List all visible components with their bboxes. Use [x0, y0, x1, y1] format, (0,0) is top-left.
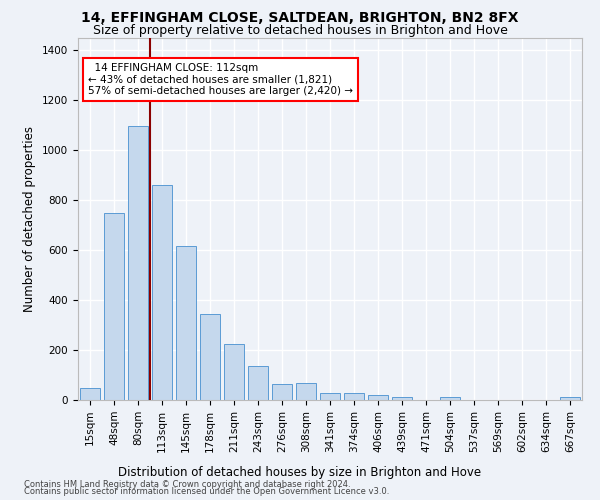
Bar: [152, 184, 172, 400]
Bar: [368, 394, 388, 400]
Text: Size of property relative to detached houses in Brighton and Hove: Size of property relative to detached ho…: [92, 24, 508, 37]
Bar: [296, 382, 316, 400]
Text: Contains HM Land Registry data © Crown copyright and database right 2024.: Contains HM Land Registry data © Crown c…: [24, 480, 350, 489]
Bar: [176, 246, 196, 400]
Text: Contains public sector information licensed under the Open Government Licence v3: Contains public sector information licen…: [24, 487, 389, 496]
Bar: [224, 344, 244, 400]
Text: 14 EFFINGHAM CLOSE: 112sqm
← 43% of detached houses are smaller (1,821)
57% of s: 14 EFFINGHAM CLOSE: 112sqm ← 43% of deta…: [88, 63, 353, 96]
Bar: [248, 366, 268, 400]
Bar: [344, 392, 364, 400]
Y-axis label: Number of detached properties: Number of detached properties: [23, 126, 37, 312]
Bar: [320, 392, 340, 400]
Bar: [392, 396, 412, 400]
Bar: [272, 384, 292, 400]
Bar: [200, 314, 220, 400]
Bar: [560, 397, 580, 400]
Bar: [80, 388, 100, 400]
Bar: [440, 397, 460, 400]
Text: 14, EFFINGHAM CLOSE, SALTDEAN, BRIGHTON, BN2 8FX: 14, EFFINGHAM CLOSE, SALTDEAN, BRIGHTON,…: [81, 12, 519, 26]
Bar: [128, 126, 148, 400]
Text: Distribution of detached houses by size in Brighton and Hove: Distribution of detached houses by size …: [118, 466, 482, 479]
Bar: [104, 213, 124, 400]
